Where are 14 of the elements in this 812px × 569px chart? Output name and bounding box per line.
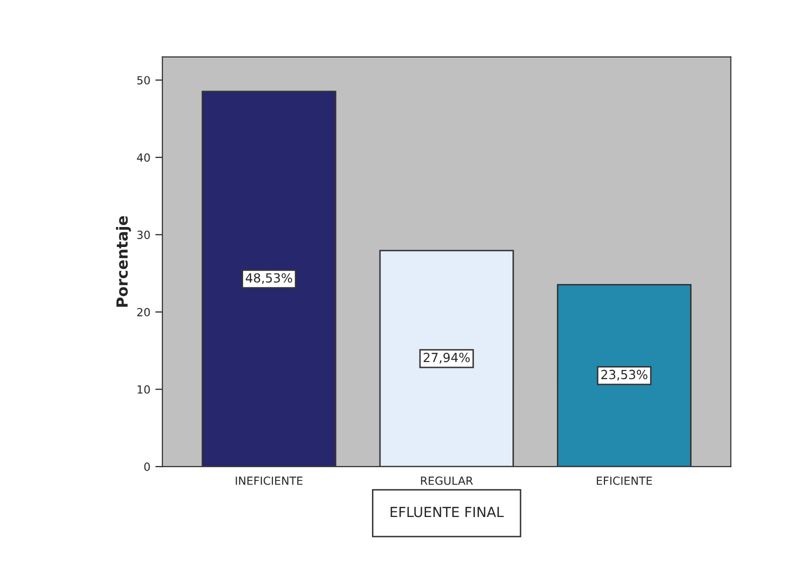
x-tick-label: EFICIENTE bbox=[596, 476, 652, 485]
y-tick-label: 0 bbox=[144, 462, 150, 471]
x-tick-label: INEFICIENTE bbox=[236, 476, 302, 485]
y-tick-label: 10 bbox=[138, 385, 150, 394]
y-tick-label: 40 bbox=[137, 153, 150, 162]
y-tick-label: 20 bbox=[137, 308, 150, 316]
data-label: 27,94% bbox=[424, 352, 470, 364]
y-tick-label: 50 bbox=[137, 76, 150, 84]
x-tick-label: REGULAR bbox=[421, 476, 473, 485]
data-label: 23,53% bbox=[601, 370, 648, 381]
y-tick-label: 30 bbox=[137, 230, 150, 240]
data-label: 48,53% bbox=[246, 273, 292, 284]
y-axis-title: Porcentaje bbox=[116, 216, 131, 307]
x-axis-title: EFLUENTE FINAL bbox=[390, 506, 504, 518]
